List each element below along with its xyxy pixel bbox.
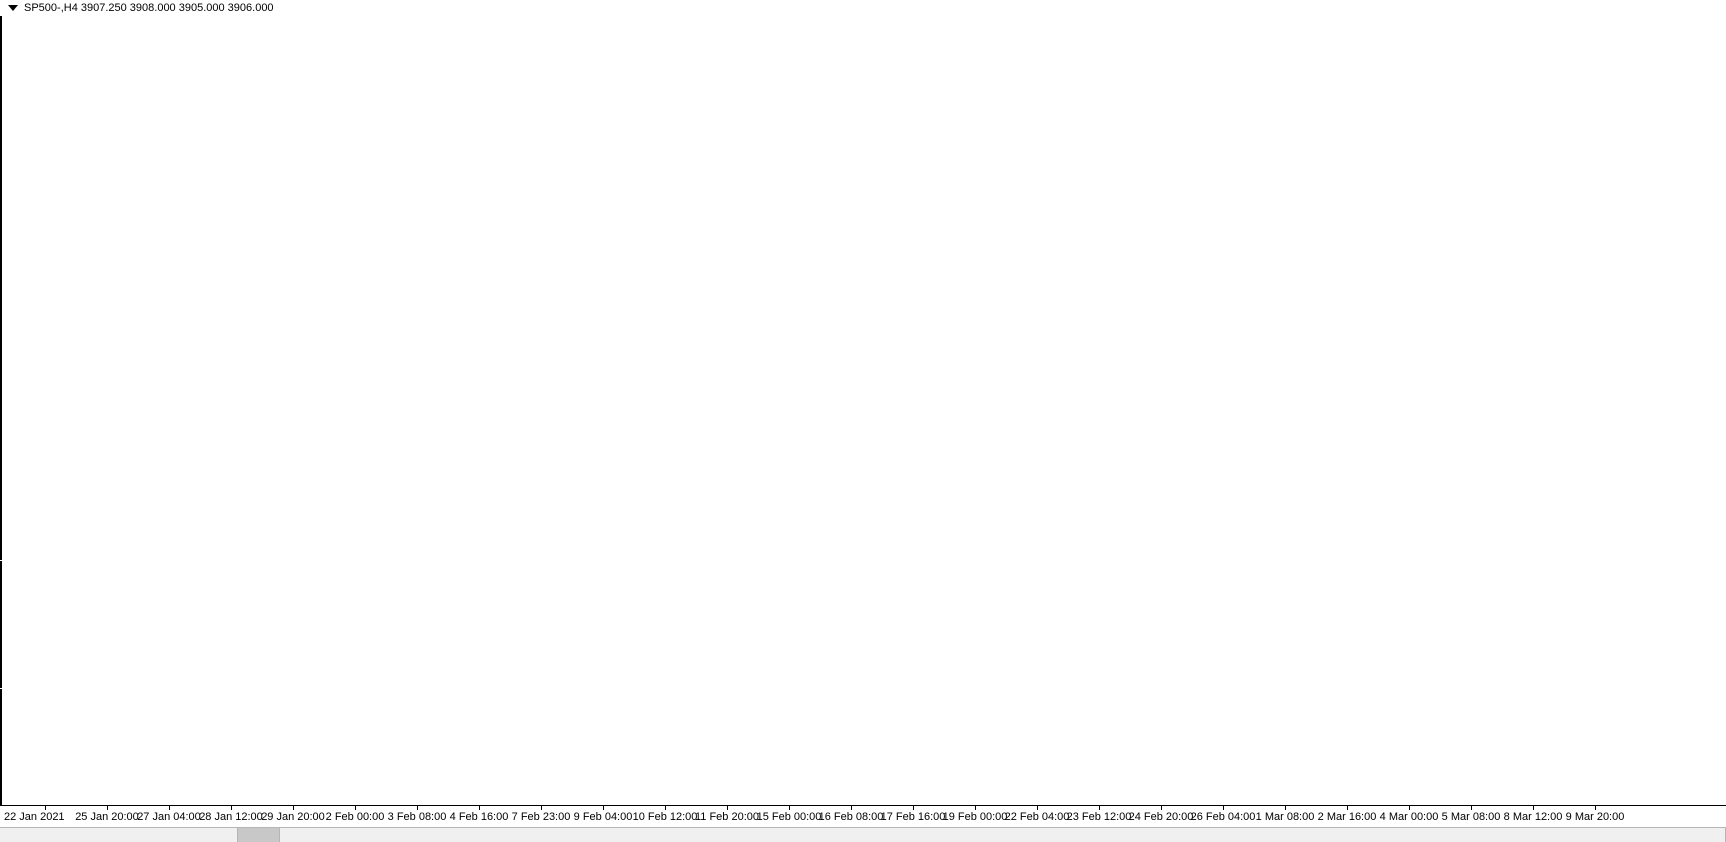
time-tick — [851, 806, 852, 810]
time-axis-label: 17 Feb 16:00 — [880, 811, 946, 823]
time-axis-label: 5 Mar 08:00 — [1441, 811, 1501, 823]
time-tick — [1037, 806, 1038, 810]
time-tick — [1285, 806, 1286, 810]
time-tick — [541, 806, 542, 810]
time-axis[interactable]: 22 Jan 2021 25 Jan 20:00 27 Jan 04:00 28 Ja… — [0, 805, 1726, 827]
time-axis-label: 19 Feb 00:00 — [942, 811, 1008, 823]
time-tick — [45, 806, 46, 810]
time-axis-label: 7 Feb 23:00 — [511, 811, 571, 823]
time-tick — [1533, 806, 1534, 810]
time-tick — [1099, 806, 1100, 810]
time-axis-label: 10 Feb 12:00 — [632, 811, 698, 823]
time-tick — [975, 806, 976, 810]
time-axis-label: 24 Feb 20:00 — [1128, 811, 1194, 823]
time-tick — [1595, 806, 1596, 810]
time-tick — [727, 806, 728, 810]
time-tick — [417, 806, 418, 810]
status-cell-2 — [238, 828, 280, 842]
time-tick — [603, 806, 604, 810]
time-axis-label: 8 Mar 12:00 — [1503, 811, 1563, 823]
time-axis-label: 1 Mar 08:00 — [1255, 811, 1315, 823]
triangle-down-icon[interactable] — [8, 5, 18, 11]
time-axis-label: 9 Feb 04:00 — [573, 811, 633, 823]
time-tick — [479, 806, 480, 810]
time-tick — [355, 806, 356, 810]
time-tick — [107, 806, 108, 810]
time-axis-label: 22 Jan 2021 — [4, 811, 65, 823]
time-tick — [293, 806, 294, 810]
rsi-plot-area[interactable]: RSI(14) 62.3779 — [0, 689, 2, 805]
time-tick — [1471, 806, 1472, 810]
time-tick — [1223, 806, 1224, 810]
time-axis-label: 25 Jan 20:00 — [75, 811, 139, 823]
time-axis-label: 11 Feb 20:00 — [694, 811, 760, 823]
chart-header: SP500-,H4 3907.250 3908.000 3905.000 390… — [0, 0, 1726, 16]
time-axis-label: 2 Mar 16:00 — [1317, 811, 1377, 823]
time-axis-label: 4 Mar 00:00 — [1379, 811, 1439, 823]
time-axis-label: 28 Jan 12:00 — [199, 811, 263, 823]
time-tick — [913, 806, 914, 810]
status-bar — [0, 827, 1726, 842]
time-tick — [665, 806, 666, 810]
time-axis-label: 4 Feb 16:00 — [449, 811, 509, 823]
time-axis-label: 2 Feb 00:00 — [325, 811, 385, 823]
time-axis-label: 23 Feb 12:00 — [1066, 811, 1132, 823]
status-cell-1 — [0, 828, 238, 842]
time-axis-label: 9 Mar 20:00 — [1565, 811, 1625, 823]
time-tick — [1347, 806, 1348, 810]
time-axis-label: 15 Feb 00:00 — [756, 811, 822, 823]
macd-plot-area[interactable]: MACD(12,26,9) 18.6047 14.0418 — [0, 561, 2, 688]
time-tick — [169, 806, 170, 810]
price-plot-area[interactable]: 多空转折点3900 — [0, 0, 2, 560]
time-axis-label: 22 Feb 04:00 — [1004, 811, 1070, 823]
symbol-ohlc-label: SP500-,H4 3907.250 3908.000 3905.000 390… — [24, 2, 274, 14]
time-tick — [231, 806, 232, 810]
time-axis-label: 3 Feb 08:00 — [387, 811, 447, 823]
status-cell-3 — [280, 828, 1726, 842]
time-axis-label: 26 Feb 04:00 — [1190, 811, 1256, 823]
time-axis-label: 29 Jan 20:00 — [261, 811, 325, 823]
time-axis-label: 27 Jan 04:00 — [137, 811, 201, 823]
time-tick — [1409, 806, 1410, 810]
time-tick — [789, 806, 790, 810]
time-tick — [1161, 806, 1162, 810]
time-axis-label: 16 Feb 08:00 — [818, 811, 884, 823]
